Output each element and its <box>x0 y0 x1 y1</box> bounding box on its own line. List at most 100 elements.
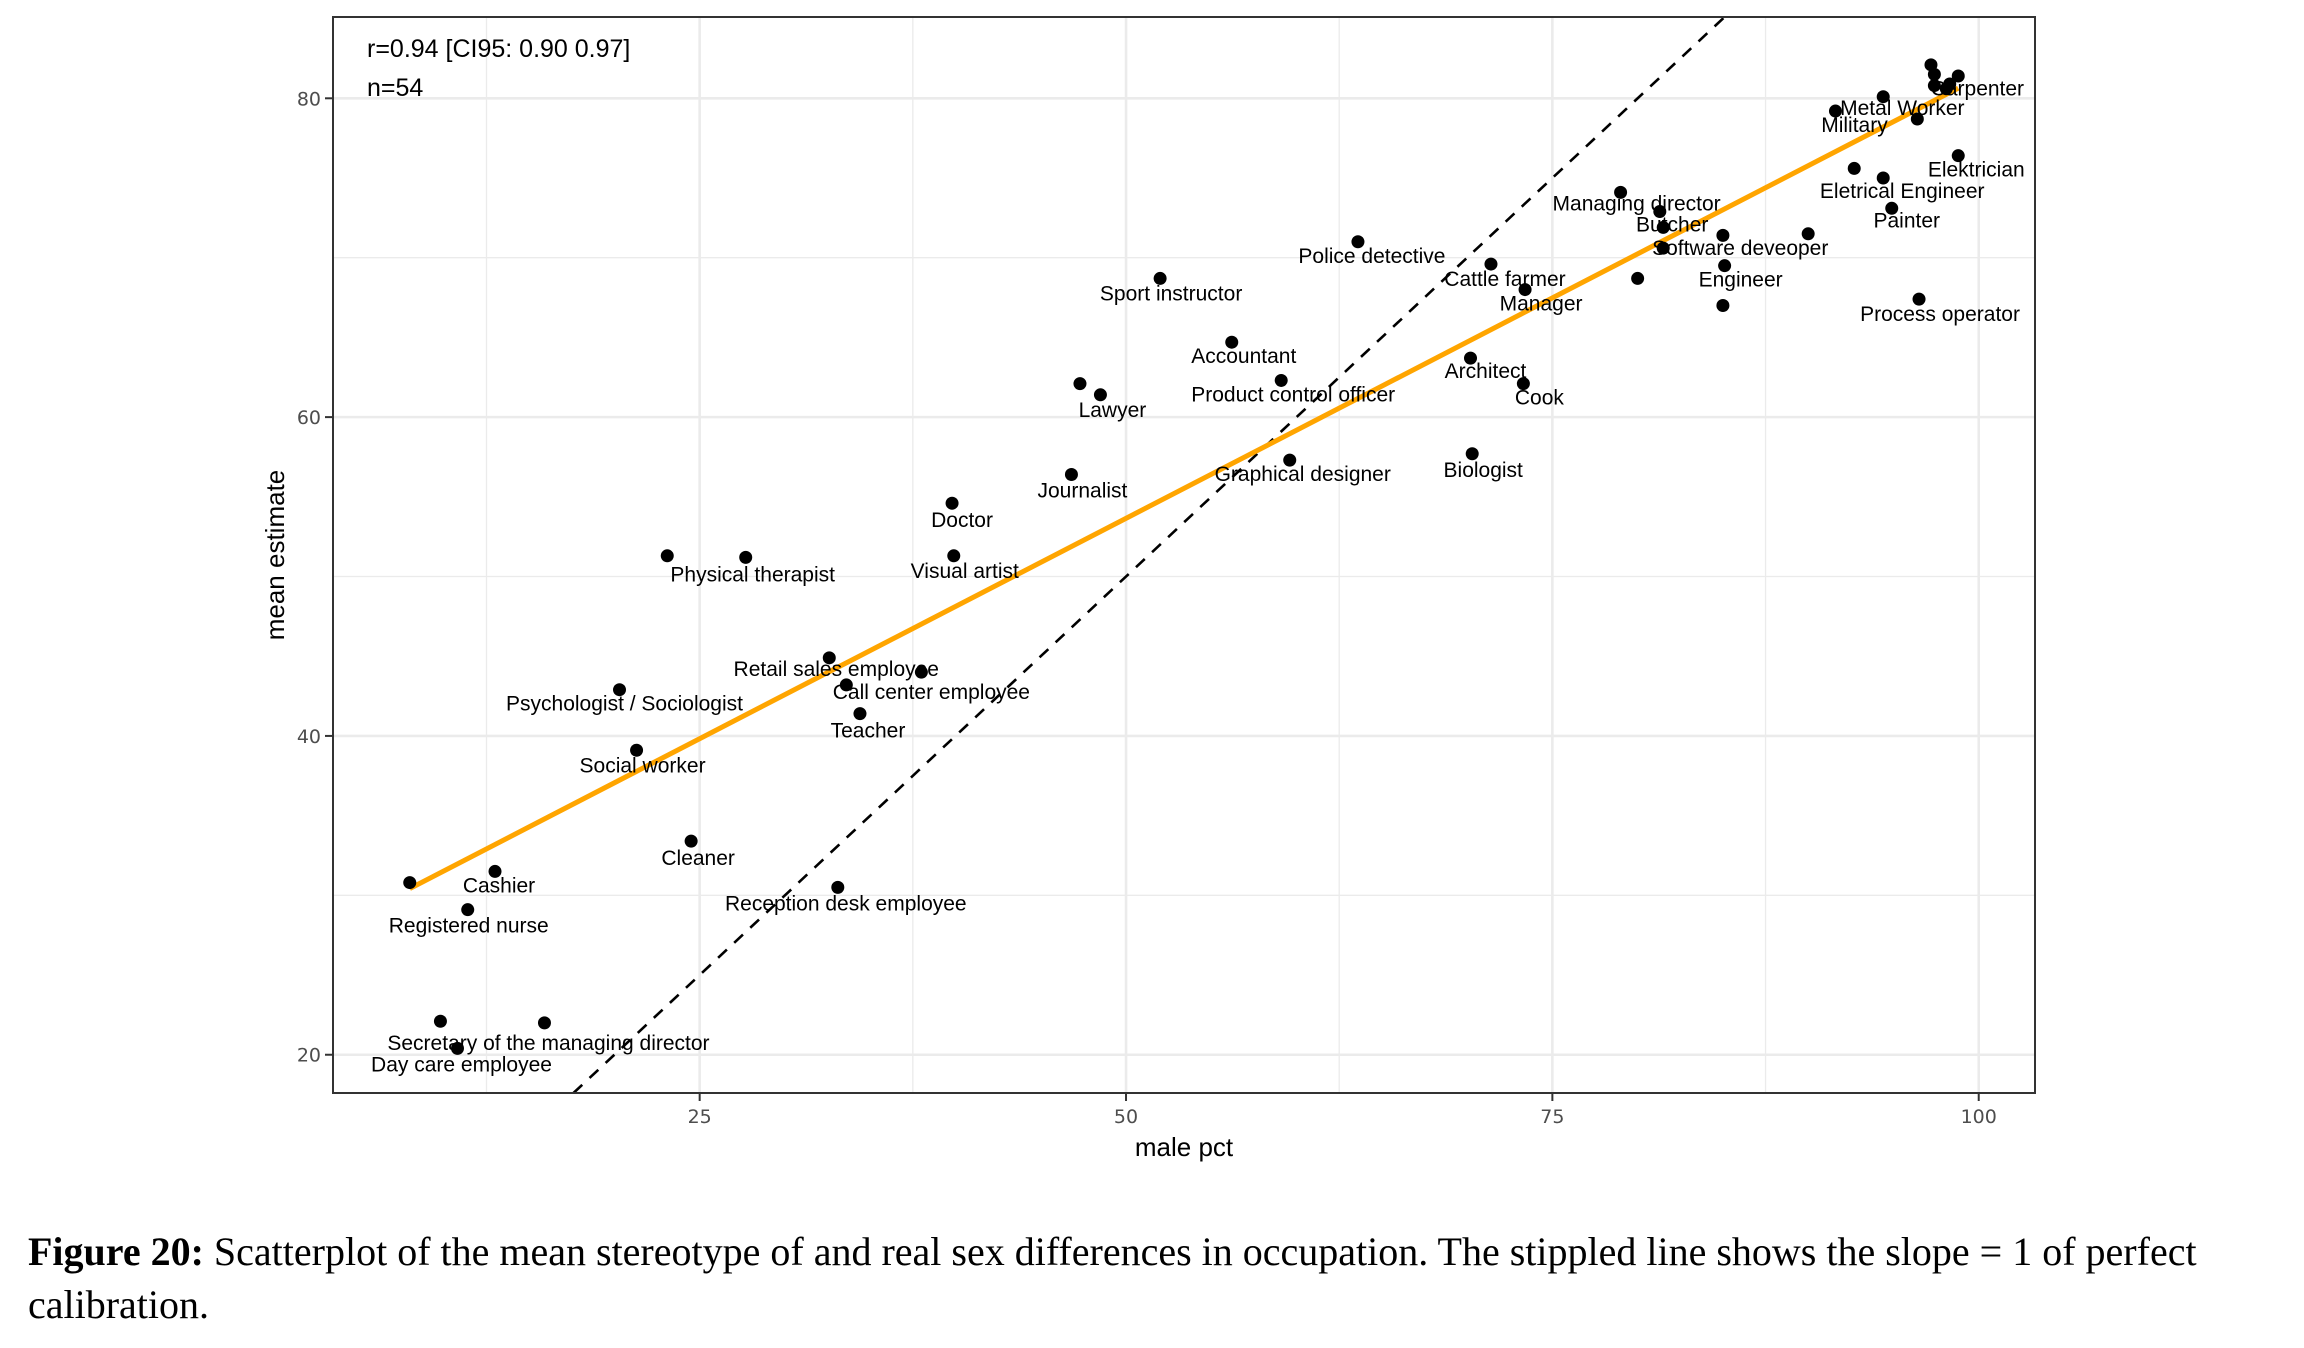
data-point <box>831 880 845 894</box>
data-point <box>1614 185 1628 199</box>
data-point <box>1518 283 1532 297</box>
point-label: Cattle farmer <box>1444 268 1565 291</box>
data-point <box>1283 453 1297 467</box>
data-point <box>822 651 836 665</box>
points-group <box>403 58 1965 1055</box>
point-label: Metal Worker <box>1840 97 1964 120</box>
point-label: Police detective <box>1298 245 1445 268</box>
data-point <box>1656 220 1670 234</box>
point-label: Butcher <box>1636 213 1708 236</box>
data-point <box>630 743 644 757</box>
point-label: Manager <box>1500 293 1583 316</box>
data-point <box>1828 104 1842 118</box>
point-label: Elektrician <box>1928 159 2025 182</box>
point-label: Managing director <box>1553 192 1721 215</box>
data-point <box>433 1014 447 1028</box>
regression-line-group <box>408 85 1960 891</box>
gridlines <box>333 17 2035 1093</box>
data-point <box>403 876 417 890</box>
caption-text: Scatterplot of the mean stereotype of an… <box>28 1229 2197 1327</box>
data-point <box>1885 201 1899 215</box>
data-point <box>1351 235 1365 249</box>
data-point <box>1631 271 1645 285</box>
data-point <box>488 864 502 878</box>
point-label: Psychologist / Sociologist <box>506 693 743 716</box>
data-point <box>1801 227 1815 241</box>
point-label: Teacher <box>831 720 906 743</box>
data-point <box>1951 69 1965 83</box>
data-point <box>660 549 674 563</box>
y-tick-label: 20 <box>297 1045 321 1067</box>
annotation-n: n=54 <box>367 74 423 102</box>
regression-line <box>408 85 1960 891</box>
point-label: Graphical designer <box>1215 463 1391 486</box>
point-label: Visual artist <box>911 560 1019 583</box>
data-point <box>1716 228 1730 242</box>
data-point <box>450 1041 464 1055</box>
point-label: Physical therapist <box>670 563 835 586</box>
data-point <box>1939 82 1953 96</box>
point-label: Registered nurse <box>389 915 549 938</box>
point-label: Cook <box>1515 387 1565 410</box>
point-label: Engineer <box>1699 269 1783 292</box>
point-label: Product control officer <box>1191 383 1395 406</box>
point-label: Lawyer <box>1079 399 1147 422</box>
data-point <box>537 1016 551 1030</box>
data-point <box>1910 112 1924 126</box>
x-tick-label: 75 <box>1540 1106 1564 1128</box>
figure-caption: Figure 20: Scatterplot of the mean stere… <box>28 1225 2288 1331</box>
x-tick-label: 50 <box>1114 1106 1138 1128</box>
point-label: Process operator <box>1860 303 2020 326</box>
point-label: Cashier <box>463 874 535 897</box>
point-label: Secretary of the managing director <box>387 1032 709 1055</box>
data-point <box>1656 241 1670 255</box>
data-point <box>1093 388 1107 402</box>
data-point <box>1465 447 1479 461</box>
point-label: Sport instructor <box>1100 282 1242 305</box>
y-tick-label: 40 <box>297 726 321 748</box>
point-label: Journalist <box>1037 479 1127 502</box>
data-point <box>1716 299 1730 313</box>
data-point <box>1274 373 1288 387</box>
data-point <box>1516 377 1530 391</box>
data-point <box>461 903 475 917</box>
point-label: Eletrical Engineer <box>1820 180 1985 203</box>
point-label: Day care employee <box>371 1053 552 1076</box>
data-point <box>684 834 698 848</box>
data-point <box>914 665 928 679</box>
x-tick-label: 100 <box>1961 1106 1997 1128</box>
point-label: Architect <box>1445 360 1527 383</box>
point-label: Software deveoper <box>1652 237 1828 260</box>
data-point <box>945 496 959 510</box>
data-point <box>613 683 627 697</box>
y-tick-label: 80 <box>297 88 321 110</box>
data-point <box>839 678 853 692</box>
data-point <box>853 707 867 721</box>
data-point <box>739 550 753 564</box>
axes-group: 25 50 75 100 20 40 60 80 <box>297 88 1997 1128</box>
x-axis-title: male pct <box>1135 1132 1234 1162</box>
point-label: Retail sales employee <box>734 658 939 681</box>
y-tick-label: 60 <box>297 407 321 429</box>
point-label: Social worker <box>580 754 706 777</box>
point-label: Call center employee <box>833 681 1030 704</box>
point-label: Military <box>1821 114 1888 137</box>
data-point <box>1847 161 1861 175</box>
data-point <box>947 549 961 563</box>
data-point <box>1064 467 1078 481</box>
point-label: Reception desk employee <box>725 892 967 915</box>
data-point <box>1927 79 1941 93</box>
point-label: Biologist <box>1444 459 1524 482</box>
x-tick-label: 25 <box>688 1106 712 1128</box>
data-point <box>1225 335 1239 349</box>
data-point <box>1876 171 1890 185</box>
data-point <box>1951 149 1965 163</box>
data-point <box>1927 67 1941 81</box>
caption-label: Figure 20: <box>28 1229 204 1274</box>
data-point <box>1718 259 1732 273</box>
point-label: Accountant <box>1191 345 1296 368</box>
data-point <box>1653 204 1667 218</box>
data-point <box>1153 271 1167 285</box>
